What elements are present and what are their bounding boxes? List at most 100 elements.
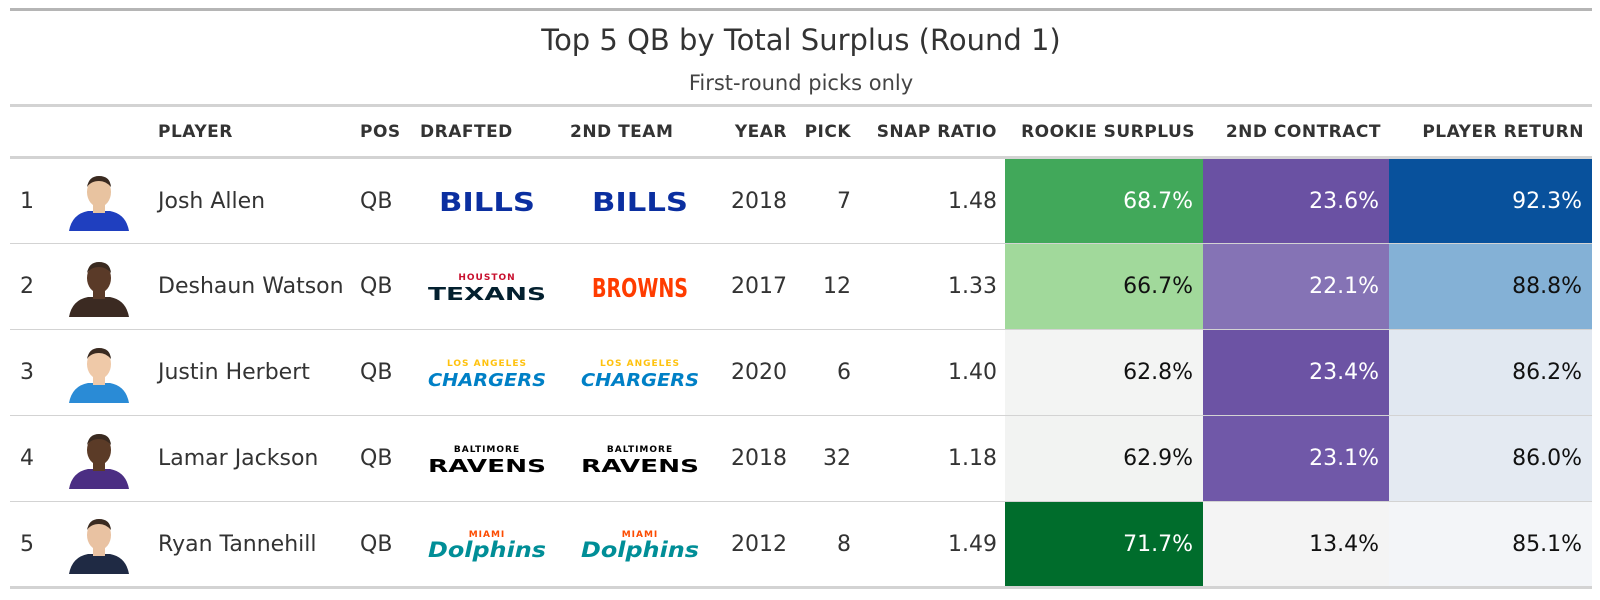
player-headshot-icon xyxy=(69,433,129,489)
table-title: Top 5 QB by Total Surplus (Round 1) xyxy=(541,23,1061,57)
table-row: 4 Lamar Jackson QB BALTIMORE RAVENS BALTIMORE… xyxy=(10,415,1592,502)
team-logo-top-text: BALTIMORE xyxy=(606,445,672,455)
col-header-rookie-surplus: ROOKIE SURPLUS xyxy=(1021,121,1195,142)
rank-cell: 5 xyxy=(20,531,34,557)
player-name-cell: Lamar Jackson xyxy=(158,446,319,471)
second-contract-cell: 13.4% xyxy=(1203,501,1389,588)
col-header-pick: PICK xyxy=(804,121,851,142)
rank-cell: 2 xyxy=(20,274,34,299)
second-contract-cell: 23.4% xyxy=(1203,329,1389,416)
col-header-second-contract: 2ND CONTRACT xyxy=(1225,121,1381,142)
pick-cell: 32 xyxy=(823,446,851,471)
player-name-cell: Deshaun Watson xyxy=(158,274,344,299)
rookie-surplus-cell: 71.7% xyxy=(1005,501,1203,588)
team-logo-text: BROWNS xyxy=(592,274,688,304)
pick-cell: 12 xyxy=(823,274,851,299)
browns-logo-icon: BROWNS xyxy=(592,274,688,304)
team-logo-main-text: RAVENS xyxy=(428,456,546,477)
rookie-surplus-cell: 68.7% xyxy=(1005,157,1203,244)
table-subtitle: First-round picks only xyxy=(688,71,914,95)
table-widget: Top 5 QB by Total Surplus (Round 1) Firs… xyxy=(10,8,1592,589)
rank-cell: 1 xyxy=(20,188,34,214)
col-header-drafted: DRAFTED xyxy=(420,121,513,142)
team-logo-main-text: CHARGERS xyxy=(581,370,699,391)
team-logo-main-text: RAVENS xyxy=(581,456,699,477)
col-header-player: PLAYER xyxy=(158,121,233,142)
table-row: 1 Josh Allen QB BILLS BILLS 2018 7 1.48 68.7% 23.… xyxy=(10,157,1592,244)
second-contract-cell: 23.1% xyxy=(1203,415,1389,502)
team-logo-top-text: MIAMI xyxy=(621,530,658,540)
headshot-cell xyxy=(48,502,150,588)
player-headshot-icon xyxy=(69,176,129,231)
position-cell: QB xyxy=(360,274,393,299)
top-rule xyxy=(10,8,1592,11)
drafted-team-cell: MIAMI Dolphins xyxy=(412,502,562,588)
second-team-cell: LOS ANGELES CHARGERS xyxy=(562,330,717,416)
bills-logo-icon: BILLS xyxy=(592,188,688,218)
drafted-team-cell: BILLS xyxy=(412,158,562,244)
player-name-cell: Ryan Tannehill xyxy=(158,531,317,557)
player-headshot-icon xyxy=(69,347,129,403)
col-header-rank xyxy=(10,106,48,158)
player-headshot-icon xyxy=(69,261,129,317)
headshot-cell xyxy=(48,330,150,416)
team-logo-main-text: CHARGERS xyxy=(428,370,546,391)
player-return-cell: 86.2% xyxy=(1389,329,1592,416)
second-team-cell: BILLS xyxy=(562,158,717,244)
player-name-cell: Justin Herbert xyxy=(158,360,310,385)
headshot-cell xyxy=(48,158,150,244)
team-logo-top-text: MIAMI xyxy=(469,530,506,540)
year-cell: 2020 xyxy=(731,360,787,385)
player-return-cell: 92.3% xyxy=(1389,157,1592,244)
col-header-player-return: PLAYER RETURN xyxy=(1422,121,1584,142)
team-logo-top-text: BALTIMORE xyxy=(454,445,520,455)
position-cell: QB xyxy=(360,446,393,471)
rookie-surplus-cell: 66.7% xyxy=(1005,243,1203,330)
header-row: PLAYER POS DRAFTED 2ND TEAM YEAR PICK SN… xyxy=(10,105,1592,158)
qb-table: PLAYER POS DRAFTED 2ND TEAM YEAR PICK SN… xyxy=(10,104,1592,589)
second-contract-cell: 23.6% xyxy=(1203,157,1389,244)
col-header-pos: POS xyxy=(360,121,401,142)
snap-ratio-cell: 1.18 xyxy=(948,446,997,471)
year-cell: 2018 xyxy=(731,446,787,471)
pick-cell: 6 xyxy=(837,360,851,385)
headshot-cell xyxy=(48,416,150,502)
headshot-cell xyxy=(48,244,150,330)
bills-logo-icon: BILLS xyxy=(439,188,535,218)
player-return-cell: 88.8% xyxy=(1389,243,1592,330)
drafted-team-cell: BALTIMORE RAVENS xyxy=(412,416,562,502)
drafted-team-cell: HOUSTON TEXANS xyxy=(412,244,562,330)
table-row: 2 Deshaun Watson QB HOUSTON TEXANS BROWNS 2017… xyxy=(10,243,1592,330)
player-return-cell: 85.1% xyxy=(1389,501,1592,588)
team-logo-top-text: HOUSTON xyxy=(458,273,515,283)
team-logo-main-text: TEXANS xyxy=(428,284,546,305)
team-logo-text: BILLS xyxy=(439,188,535,218)
table-row: 5 Ryan Tannehill QB MIAMI Dolphins MIAMI Dolph… xyxy=(10,501,1592,588)
second-team-cell: BALTIMORE RAVENS xyxy=(562,416,717,502)
team-logo-top-text: LOS ANGELES xyxy=(447,359,527,369)
team-logo-main-text: Dolphins xyxy=(428,538,546,562)
col-header-snap-ratio: SNAP RATIO xyxy=(876,121,997,142)
second-team-cell: MIAMI Dolphins xyxy=(562,502,717,588)
rookie-surplus-cell: 62.8% xyxy=(1005,329,1203,416)
snap-ratio-cell: 1.33 xyxy=(948,274,997,299)
drafted-team-cell: LOS ANGELES CHARGERS xyxy=(412,330,562,416)
position-cell: QB xyxy=(360,188,393,214)
rookie-surplus-cell: 62.9% xyxy=(1005,415,1203,502)
col-header-second-team: 2ND TEAM xyxy=(570,121,674,142)
player-headshot-icon xyxy=(69,519,129,574)
table-row: 3 Justin Herbert QB LOS ANGELES CHARGERS LOS … xyxy=(10,329,1592,416)
player-name-cell: Josh Allen xyxy=(158,188,266,214)
snap-ratio-cell: 1.40 xyxy=(948,360,997,385)
year-cell: 2018 xyxy=(731,188,787,214)
col-header-year: YEAR xyxy=(734,121,787,142)
second-contract-cell: 22.1% xyxy=(1203,243,1389,330)
team-logo-main-text: Dolphins xyxy=(581,538,699,562)
year-cell: 2017 xyxy=(731,274,787,299)
